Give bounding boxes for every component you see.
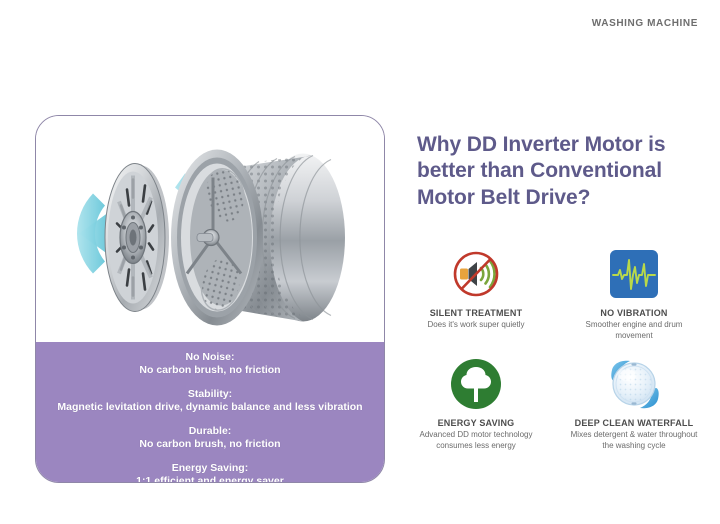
product-image-area [36,116,384,342]
benefit-title: Durable: [188,424,232,437]
vibration-waveform-icon [610,250,658,298]
page-title: Why DD Inverter Motor is better than Con… [417,133,666,209]
feature-title: SILENT TREATMENT [429,308,523,318]
benefit-item: Energy Saving: 1:1 efficient and energy … [36,461,384,483]
category-label: WASHING MACHINE [591,18,698,29]
feature-desc: Advanced DD motor technology consumes le… [419,430,533,450]
feature-deep-clean-waterfall: DEEP CLEAN WATERFALL Mixes detergent & w… [558,353,710,451]
feature-desc: Mixes detergent & water throughout the w… [570,430,698,450]
benefit-title: Energy Saving: [171,461,249,474]
feature-title: NO VIBRATION [600,308,668,318]
headline-block: Why DD Inverter Motor is better than Con… [417,132,707,211]
benefit-title: No Noise: [185,351,235,363]
benefit-desc: 1:1 efficient and energy saver [136,475,284,483]
feature-no-vibration: NO VIBRATION Smoother engine and drum mo… [558,243,710,341]
mute-speaker-prohibited-icon [453,251,499,297]
water-drum-swirl-icon [611,360,659,409]
benefit-item: Stability: Magnetic levitation drive, dy… [36,388,384,415]
feature-desc: Does it's work super quietly [427,320,525,329]
benefit-desc: No carbon brush, no friction [139,364,281,377]
feature-desc: Smoother engine and drum movement [585,320,683,340]
benefits-panel: No Noise: No carbon brush, no friction S… [36,342,384,483]
benefit-desc: No carbon brush, no friction [139,438,281,451]
feature-title: DEEP CLEAN WATERFALL [574,418,694,429]
feature-icon-wrap [558,353,710,415]
feature-energy-saving: ENERGY SAVING Advanced DD motor technolo… [400,353,552,451]
feature-icon-wrap [400,243,552,305]
washing-machine-drum-icon [77,149,345,326]
benefit-item: No Noise: No carbon brush, no friction [36,351,384,378]
feature-icon-wrap [400,353,552,415]
feature-icon-wrap [558,243,710,305]
feature-silent-treatment: SILENT TREATMENT Does it's work super qu… [400,243,552,341]
feature-title: ENERGY SAVING [437,418,515,429]
tree-eco-icon [451,359,501,410]
product-card: No Noise: No carbon brush, no friction S… [35,115,385,483]
benefit-title: Stability: [187,387,233,400]
page-header: WASHING MACHINE [0,0,720,48]
feature-grid: SILENT TREATMENT Does it's work super qu… [400,243,710,451]
benefit-item: Durable: No carbon brush, no friction [36,425,384,452]
benefit-desc: Magnetic levitation drive, dynamic balan… [57,401,363,414]
